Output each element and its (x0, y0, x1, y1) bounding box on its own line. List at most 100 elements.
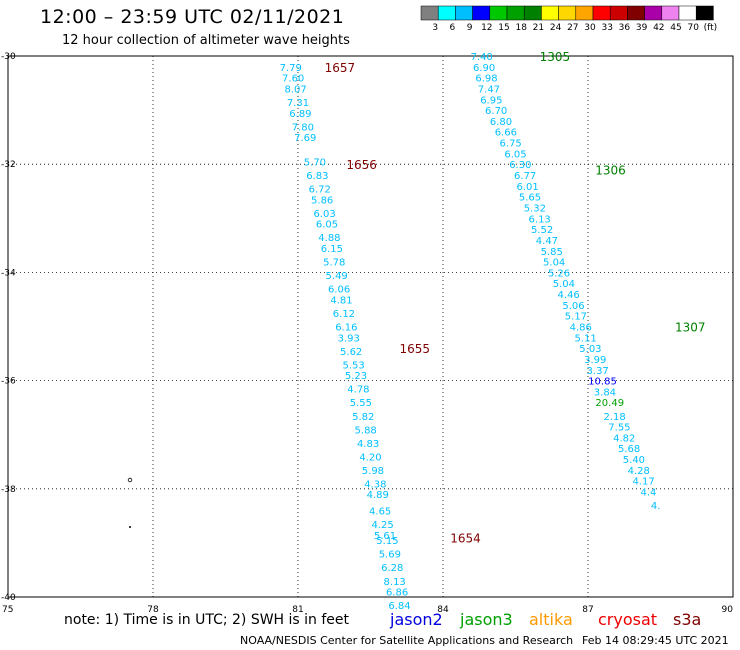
legend-swatch (627, 5, 645, 21)
swh-data-label: 7.40 (471, 52, 493, 63)
swh-data-label: 5.62 (340, 347, 362, 358)
swh-data-label: 4.4 (640, 488, 656, 499)
legend-label: 30 (584, 23, 596, 33)
legend-swatch (575, 5, 594, 21)
x-tick-label: 78 (147, 605, 159, 615)
legend-label: (ft) (704, 23, 718, 33)
y-tick-label: -38 (1, 485, 16, 495)
swh-data-label: 5.85 (541, 247, 563, 258)
legend-swatch (661, 5, 680, 21)
pass-number-label: 1307 (675, 321, 706, 335)
swh-data-label: 5.32 (524, 203, 546, 214)
swh-data-label: 5.68 (618, 444, 640, 455)
legend-swatch (489, 5, 508, 21)
swh-data-label: 4.17 (632, 477, 654, 488)
swh-data-label: 7.69 (294, 133, 316, 144)
swh-data-label: 5.61 (374, 531, 396, 542)
swh-data-label: 5.04 (543, 258, 565, 269)
legend-label: 42 (653, 23, 664, 33)
legend-swatch (506, 5, 525, 21)
x-tick-label: 81 (292, 605, 303, 615)
swh-data-label: 5.86 (311, 195, 333, 206)
swh-data-label: 4.38 (364, 479, 386, 490)
swh-data-label: 6.03 (313, 209, 335, 220)
legend-label: 33 (601, 23, 612, 33)
swh-data-label: 6.05 (316, 220, 338, 231)
swh-data-label: 7.80 (292, 122, 314, 133)
swh-data-label: 4.25 (371, 520, 393, 531)
legend-swatch (609, 5, 628, 21)
swh-data-label: 4.28 (628, 466, 650, 477)
swh-data-label: 8.13 (384, 577, 406, 588)
swh-data-label: 5.40 (623, 455, 645, 466)
swh-data-label: 6.75 (500, 139, 522, 150)
swh-data-label: 6.05 (504, 149, 526, 160)
y-tick-label: -30 (1, 52, 16, 62)
footer-note: note: 1) Time is in UTC; 2) SWH is in fe… (64, 612, 350, 628)
satellite-label-altika: altika (529, 610, 573, 629)
legend-label: 36 (619, 23, 631, 33)
swh-data-label: 6.66 (495, 128, 517, 139)
swh-data-label: 3.37 (587, 366, 609, 377)
swh-data-label: 4. (651, 501, 661, 512)
legend-label: 3 (432, 23, 438, 33)
swh-data-label: 4.65 (369, 506, 391, 517)
swh-data-label: 5.98 (362, 466, 384, 477)
swh-data-label: 7.31 (287, 98, 309, 109)
swh-data-label: 6.95 (480, 95, 502, 106)
swh-data-label: 4.78 (347, 385, 369, 396)
swh-data-label: 4.89 (367, 490, 389, 501)
swh-data-label: 3.93 (338, 333, 360, 344)
satellite-label-jason3: jason3 (460, 610, 513, 629)
swh-data-label: 6.15 (321, 244, 343, 255)
page-subtitle: 12 hour collection of altimeter wave hei… (62, 33, 350, 48)
swh-data-label: 6.06 (328, 285, 350, 296)
legend-swatch (695, 5, 714, 21)
swh-data-label: 5.03 (579, 344, 601, 355)
swh-data-label: 3.99 (584, 355, 606, 366)
swh-data-label: 3.84 (594, 387, 616, 398)
swh-data-label: 8.07 (284, 84, 306, 95)
swh-data-label: 5.26 (548, 268, 570, 279)
legend-swatch (541, 5, 559, 21)
swh-data-label: 4.46 (558, 290, 580, 301)
x-tick-label: 75 (2, 605, 13, 615)
legend-swatch (592, 5, 611, 21)
swh-data-label: 5.49 (326, 271, 348, 282)
legend-label: 12 (481, 23, 492, 33)
swh-data-label: 5.78 (323, 258, 345, 269)
legend-label: 70 (687, 23, 699, 33)
swh-data-label: 5.82 (352, 412, 374, 423)
pass-number-label: 1306 (595, 164, 626, 178)
swh-data-label: 6.70 (485, 106, 507, 117)
swh-data-label: 4.81 (330, 295, 352, 306)
pass-number-label: 1655 (400, 342, 431, 356)
swh-data-label: 6.12 (333, 309, 355, 320)
legend-label: 45 (670, 23, 681, 33)
swh-data-label: 4.20 (359, 452, 381, 463)
satellite-label-jason2: jason2 (390, 610, 443, 629)
y-tick-label: -36 (1, 377, 16, 387)
pass-number-label: 1654 (450, 531, 481, 545)
legend-swatch (678, 5, 697, 21)
plot-frame (7, 55, 734, 598)
y-tick-label: -34 (1, 268, 16, 278)
legend-label: 27 (567, 23, 578, 33)
swh-data-label: 6.30 (509, 160, 531, 171)
legend-label: 6 (450, 23, 456, 33)
legend-label: 18 (515, 23, 527, 33)
footer-credit: NOAA/NESDIS Center for Satellite Applica… (240, 634, 574, 647)
swh-data-label: 6.01 (516, 182, 538, 193)
pass-number-label: 1657 (325, 61, 356, 75)
swh-data-label: 7.55 (608, 423, 630, 434)
swh-data-label: 5.15 (376, 536, 398, 547)
legend-label: 24 (550, 23, 562, 33)
swh-data-label: 7.47 (478, 84, 500, 95)
x-tick-label: 84 (437, 605, 449, 615)
swh-data-label: 6.16 (335, 323, 357, 334)
page-title: 12:00 – 23:59 UTC 02/11/2021 (40, 6, 345, 28)
swh-data-label: 5.53 (342, 360, 364, 371)
swh-data-label: 5.17 (565, 312, 587, 323)
swh-data-label: 7.60 (282, 74, 304, 85)
